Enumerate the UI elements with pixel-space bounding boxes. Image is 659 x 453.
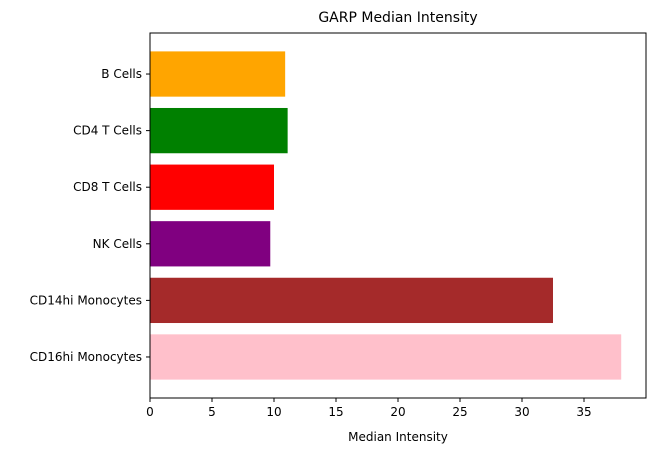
bar-cd14hi-monocytes (150, 277, 553, 324)
bar-cd8-t-cells (150, 164, 274, 210)
x-tick-label: 20 (390, 405, 405, 419)
bar-cd4-t-cells (150, 107, 288, 154)
x-tick-label: 15 (328, 405, 343, 419)
x-tick-label: 5 (208, 405, 216, 419)
plot-area: B Cells CD4 T Cells CD8 T Cells NK Cells CD1… (30, 32, 647, 419)
chart-title: GARP Median Intensity (318, 10, 477, 26)
bar-cd16hi-monocytes (150, 334, 622, 380)
x-tick-label: 35 (576, 405, 591, 419)
x-tick-label: 25 (452, 405, 467, 419)
bar-b-cells (150, 51, 286, 97)
plot-frame (149, 32, 647, 399)
x-tick-label: 10 (266, 405, 281, 419)
y-tick-label: B Cells (101, 67, 142, 81)
bar-nk-cells (150, 221, 271, 267)
y-tick-label: NK Cells (93, 237, 142, 251)
y-tick-label: CD14hi Monocytes (30, 293, 142, 307)
y-tick-label: CD16hi Monocytes (30, 350, 142, 364)
x-tick-label: 30 (514, 405, 529, 419)
x-axis-label: Median Intensity (348, 430, 448, 444)
y-tick-label: CD8 T Cells (73, 180, 142, 194)
y-tick-label: CD4 T Cells (73, 124, 142, 138)
x-tick-label: 0 (146, 405, 154, 419)
